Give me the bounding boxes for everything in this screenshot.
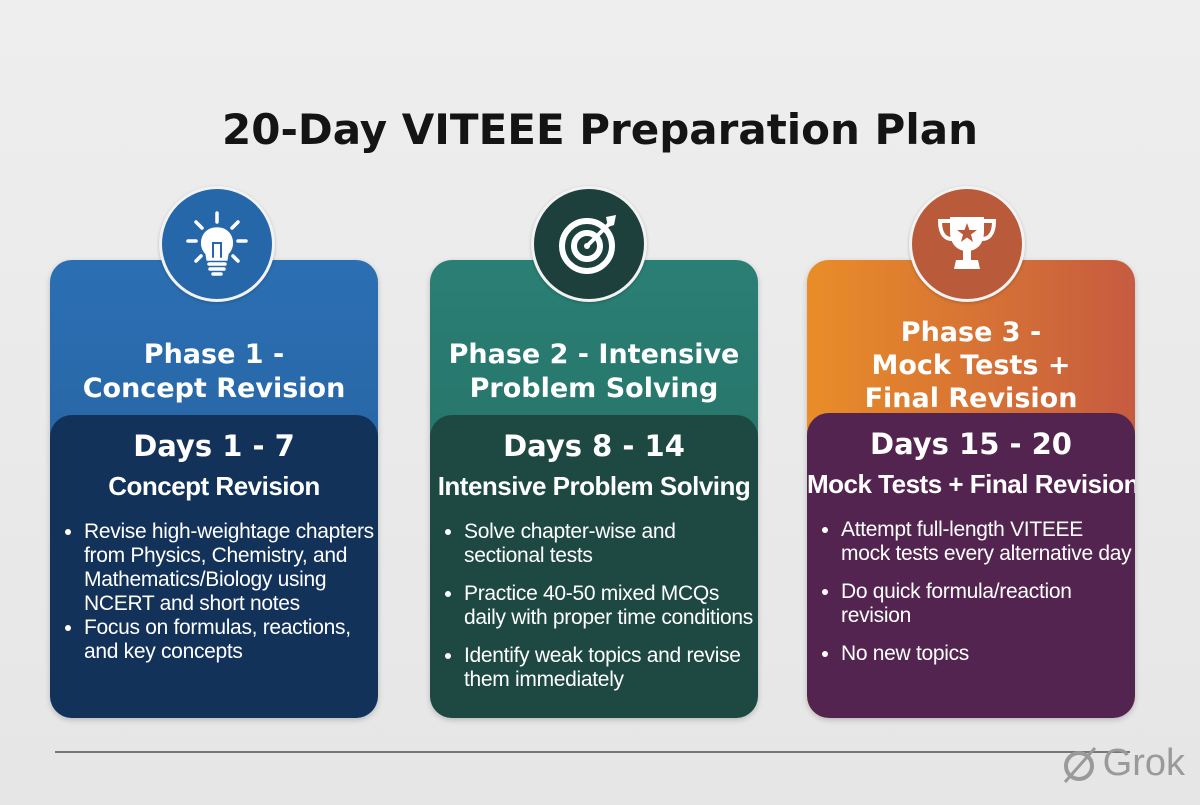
phase-title-line: Mock Tests +	[871, 350, 1071, 381]
list-item: Attempt full-length VITEEE mock tests ev…	[841, 518, 1135, 566]
list-item: Solve chapter-wise and sectional tests	[464, 520, 758, 568]
target-icon	[531, 186, 647, 302]
phase-title-line: Phase 2 - Intensive	[448, 339, 740, 370]
days-range: Days 15 - 20	[870, 427, 1072, 461]
days-range: Days 1 - 7	[133, 429, 295, 463]
bullet-list: Revise high-weightage chapters from Phys…	[50, 520, 378, 664]
phase-1-details: Days 1 - 7 Concept Revision Revise high-…	[50, 415, 378, 718]
phase-3-card: Phase 3 - Mock Tests + Final Revision Da…	[807, 260, 1135, 718]
phase-2-details: Days 8 - 14 Intensive Problem Solving So…	[430, 415, 758, 718]
phase-1-title: Phase 1 - Concept Revision	[50, 338, 378, 406]
bullet-list: Solve chapter-wise and sectional tests P…	[430, 520, 758, 692]
phase-subtitle: Intensive Problem Solving	[437, 471, 751, 501]
phase-2-card: Phase 2 - Intensive Problem Solving Days…	[430, 260, 758, 718]
list-item: Do quick formula/reaction revision	[841, 580, 1135, 628]
phase-title-line: Phase 3 -	[900, 317, 1042, 348]
timeline-divider	[55, 751, 1130, 753]
list-item: Identify weak topics and revise them imm…	[464, 644, 758, 692]
phase-subtitle: Concept Revision	[108, 471, 320, 501]
bullet-list: Attempt full-length VITEEE mock tests ev…	[807, 518, 1135, 666]
phase-title-line: Phase 1 -	[143, 339, 285, 370]
phase-title-line: Problem Solving	[469, 373, 719, 404]
page-title: 20-Day VITEEE Preparation Plan	[222, 105, 978, 154]
trophy-icon	[909, 186, 1025, 302]
days-range: Days 8 - 14	[503, 429, 685, 463]
list-item: Practice 40-50 mixed MCQs daily with pro…	[464, 582, 758, 630]
lightbulb-icon	[159, 186, 275, 302]
phase-3-details: Days 15 - 20 Mock Tests + Final Revision…	[807, 413, 1135, 718]
watermark-text: Grok	[1102, 742, 1185, 784]
phase-subtitle: Mock Tests + Final Revision	[807, 469, 1135, 499]
list-item: Focus on formulas, reactions, and key co…	[84, 616, 378, 664]
phase-1-card: Phase 1 - Concept Revision Days 1 - 7 Co…	[50, 260, 378, 718]
grok-logo-icon	[1063, 746, 1096, 783]
grok-watermark: Grok	[1059, 742, 1185, 785]
list-item: Revise high-weightage chapters from Phys…	[84, 520, 378, 616]
list-item: No new topics	[841, 642, 1135, 666]
phase-2-title: Phase 2 - Intensive Problem Solving	[430, 338, 758, 406]
phase-title-line: Concept Revision	[82, 373, 346, 404]
phase-title-line: Final Revision	[864, 383, 1078, 414]
phase-3-title: Phase 3 - Mock Tests + Final Revision	[807, 316, 1135, 415]
